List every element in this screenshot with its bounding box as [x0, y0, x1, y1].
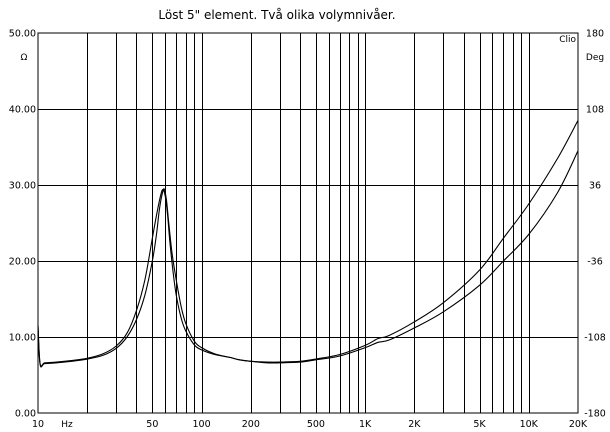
chart-title: Löst 5" element. Två olika volymnivåer.: [158, 8, 395, 22]
grid: [38, 33, 578, 413]
y-right-tick-label: 180: [586, 29, 604, 40]
y-right-tick-label: -36: [587, 257, 603, 268]
y-left-unit-label: Ω: [21, 53, 28, 63]
y-left-tick-label: 50.00: [9, 29, 36, 40]
x-tick-label: 500: [307, 419, 325, 430]
y-left-tick-label: 0.00: [15, 409, 36, 420]
y-left-tick-label: 40.00: [9, 105, 36, 116]
y-right-unit-label: Deg: [586, 53, 604, 63]
x-unit-label: Hz: [61, 420, 73, 430]
axis-labels: 0.00 10.00 20.00 30.00 40.00 50.00 -180 -108 -36…: [9, 29, 606, 431]
x-tick-label: 10: [32, 419, 44, 430]
x-tick-label: 100: [193, 419, 211, 430]
y-right-tick-label: -180: [584, 409, 606, 420]
y-left-tick-label: 30.00: [9, 181, 36, 192]
plot-frame: [37, 32, 579, 414]
x-tick-label: 50: [146, 419, 158, 430]
x-tick-label: 1K: [359, 419, 372, 430]
y-right-tick-label: 36: [589, 181, 601, 192]
x-tick-label: 20K: [569, 419, 588, 430]
curves: [37, 120, 579, 368]
x-tick-label: 5K: [473, 419, 486, 430]
impedance-curve-1: [37, 120, 579, 367]
y-left-tick-label: 10.00: [9, 333, 36, 344]
clio-watermark: Clio: [559, 35, 576, 45]
x-tick-label: 2K: [408, 419, 421, 430]
y-right-tick-label: -108: [584, 333, 606, 344]
x-tick-label: 10K: [520, 419, 539, 430]
y-right-tick-label: 108: [586, 105, 604, 116]
y-left-tick-label: 20.00: [9, 257, 36, 268]
impedance-curve-2: [37, 150, 579, 368]
x-tick-label: 200: [242, 419, 260, 430]
